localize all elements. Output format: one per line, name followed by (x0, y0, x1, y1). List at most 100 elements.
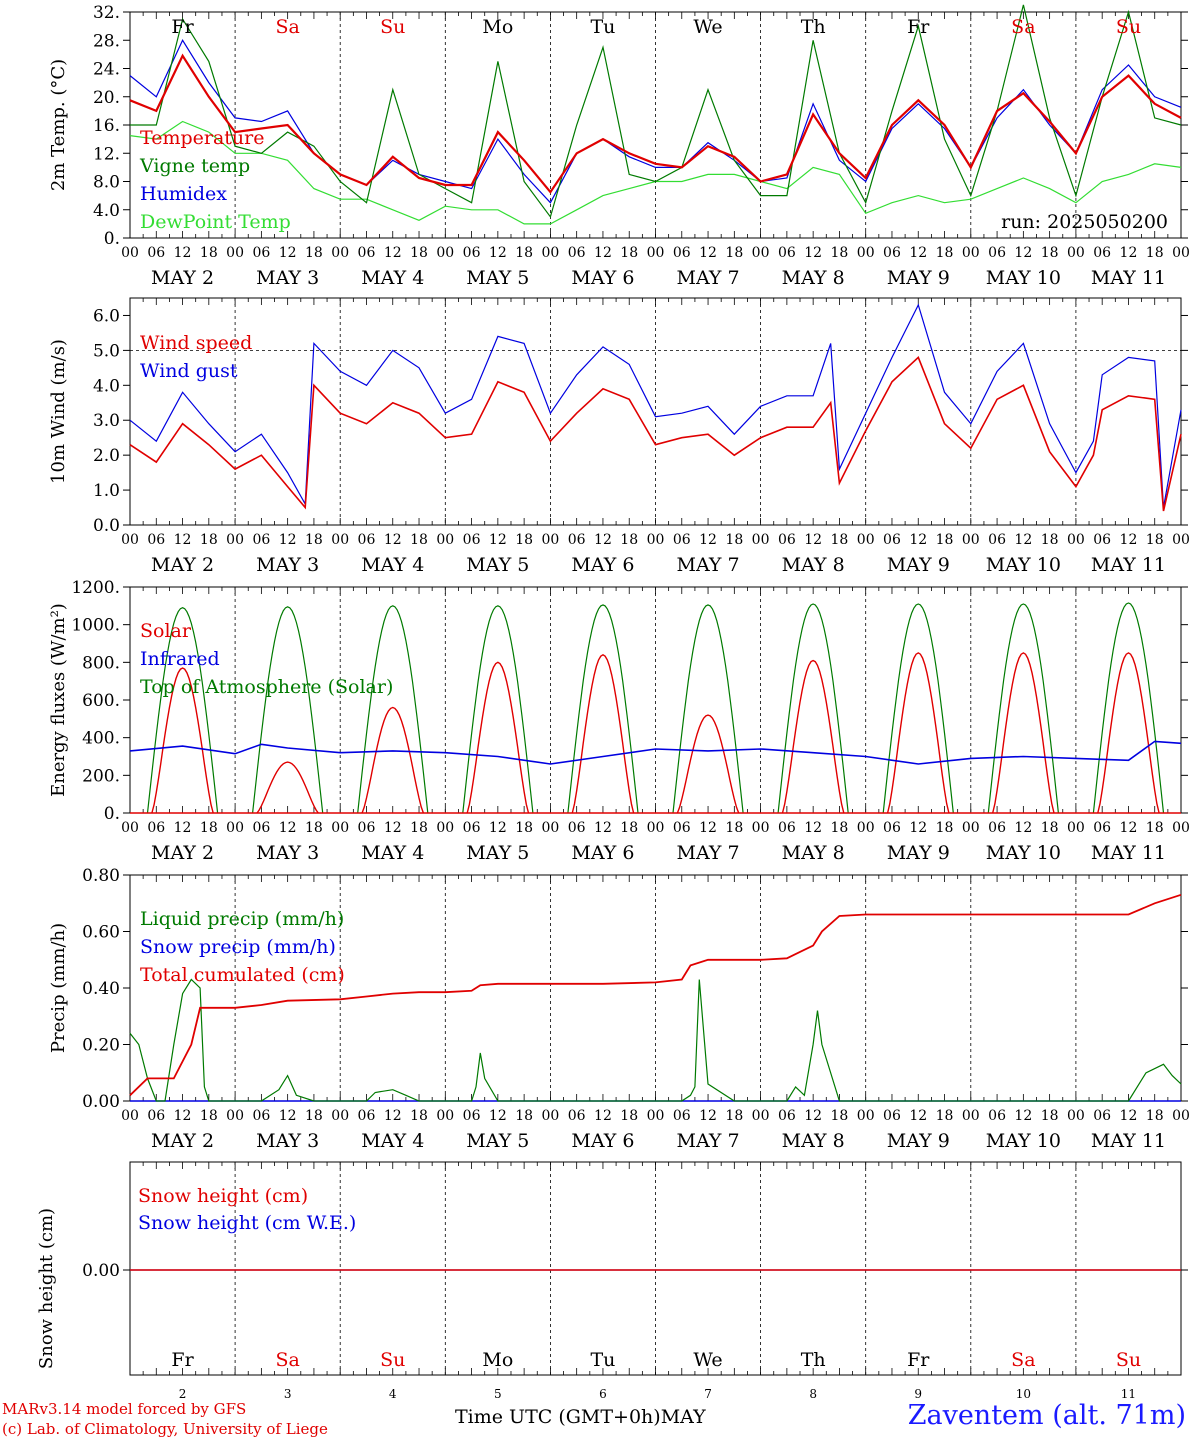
hour-tick-label: 18 (410, 532, 428, 548)
date-label: MAY 3 (256, 842, 319, 864)
day-number-label: 8 (809, 1387, 817, 1401)
date-label: MAY 7 (677, 1130, 740, 1152)
date-label: MAY 3 (256, 1130, 319, 1152)
hour-tick-label: 12 (174, 245, 192, 261)
toa-solar-curve (1092, 602, 1165, 814)
hour-tick-label: 06 (883, 820, 901, 836)
date-label: MAY 8 (782, 842, 845, 864)
wind-gust-line (129, 303, 1182, 508)
hour-tick-label: 18 (620, 1108, 638, 1124)
legend-entry: Solar (140, 620, 192, 642)
hour-tick-label: 12 (279, 1108, 297, 1124)
day-number-label: 7 (704, 1387, 712, 1401)
infrared-line (129, 740, 1182, 765)
date-label: MAY 11 (1091, 267, 1166, 289)
date-label: MAY 9 (887, 554, 950, 576)
weekday-label: Su (1116, 1349, 1141, 1371)
weekday-label: Su (380, 1349, 405, 1371)
y-tick-label: 600. (82, 691, 120, 711)
hour-tick-label: 18 (620, 820, 638, 836)
hour-tick-label: 00 (752, 245, 770, 261)
y-tick-label: 0.80 (82, 866, 120, 886)
y-tick-label: 1200. (71, 578, 120, 598)
hour-tick-label: 06 (673, 820, 691, 836)
hour-tick-label: 18 (725, 820, 743, 836)
hour-tick-label: 06 (988, 820, 1006, 836)
legend-entry: Temperature (140, 127, 264, 149)
y-tick-label: 1.0 (93, 481, 120, 501)
date-label: MAY 6 (571, 1130, 634, 1152)
legend-entry: Snow height (cm) (138, 1185, 308, 1207)
hour-tick-label: 12 (279, 820, 297, 836)
date-label: MAY 11 (1091, 842, 1166, 864)
hour-tick-label: 00 (647, 245, 665, 261)
y-tick-label: 1000. (71, 616, 120, 636)
weekday-label: Sa (1011, 16, 1035, 38)
hour-tick-label: 00 (752, 532, 770, 548)
temp-series-line (130, 4, 1182, 219)
hour-tick-label: 06 (252, 245, 270, 261)
hour-tick-label: 18 (305, 820, 323, 836)
hour-tick-label: 12 (699, 820, 717, 836)
hour-tick-label: 12 (804, 245, 822, 261)
toa-solar-curve (146, 607, 219, 814)
hour-tick-label: 12 (489, 532, 507, 548)
hour-tick-label: 06 (252, 820, 270, 836)
toa-solar-curve (672, 604, 744, 814)
weekday-label: Sa (1011, 1349, 1035, 1371)
weekday-label: Fr (907, 16, 930, 38)
weekday-label: Su (1116, 16, 1141, 38)
hour-tick-label: 06 (988, 245, 1006, 261)
hour-tick-label: 06 (147, 1108, 165, 1124)
weekday-label: We (693, 1349, 722, 1371)
hour-tick-label: 18 (515, 245, 533, 261)
y-axis-label: Precip (mm/h) (48, 923, 69, 1053)
legend-entry: Liquid precip (mm/h) (140, 908, 344, 930)
legend-entry: Top of Atmosphere (Solar) (140, 676, 393, 698)
day-number-label: 11 (1121, 1387, 1136, 1401)
hour-tick-label: 12 (384, 532, 402, 548)
hour-tick-label: 12 (174, 532, 192, 548)
hour-tick-label: 00 (541, 532, 559, 548)
hour-tick-label: 12 (594, 1108, 612, 1124)
y-tick-label: 32. (93, 3, 120, 23)
hour-tick-label: 00 (1067, 820, 1085, 836)
date-label: MAY 6 (571, 267, 634, 289)
hour-tick-label: 12 (594, 820, 612, 836)
hour-tick-label: 18 (515, 532, 533, 548)
solar-curve (361, 706, 425, 814)
cumulated-precip-line (129, 893, 1182, 1096)
hour-tick-label: 06 (778, 245, 796, 261)
hour-tick-label: 18 (725, 532, 743, 548)
day-number-label: 10 (1016, 1387, 1031, 1401)
hour-tick-label: 12 (699, 245, 717, 261)
weekday-label: Th (801, 16, 826, 38)
hour-tick-label: 06 (463, 532, 481, 548)
hour-tick-label: 18 (1146, 1108, 1164, 1124)
hour-tick-label: 18 (305, 532, 323, 548)
weekday-label: Su (380, 16, 405, 38)
hour-tick-label: 00 (121, 245, 139, 261)
hour-tick-label: 12 (1120, 245, 1138, 261)
weekday-label: Mo (482, 16, 513, 38)
date-label: MAY 2 (151, 842, 214, 864)
hour-tick-label: 12 (804, 820, 822, 836)
y-tick-label: 0.00 (82, 1261, 120, 1281)
hour-tick-label: 06 (988, 532, 1006, 548)
hour-tick-label: 06 (1093, 245, 1111, 261)
date-label: MAY 4 (361, 554, 424, 576)
hour-tick-label: 06 (147, 245, 165, 261)
hour-tick-label: 18 (1041, 1108, 1059, 1124)
hour-tick-label: 06 (358, 820, 376, 836)
hour-tick-label: 18 (936, 1108, 954, 1124)
solar-curve (886, 652, 950, 814)
hour-tick-label: 00 (962, 245, 980, 261)
y-tick-label: 0.40 (82, 979, 120, 999)
station-label: Zaventem (alt. 71m) (907, 1400, 1186, 1431)
hour-tick-label: 18 (200, 532, 218, 548)
date-label: MAY 9 (887, 1130, 950, 1152)
day-number-label: 2 (179, 1387, 187, 1401)
weekday-label: Fr (171, 16, 194, 38)
y-axis-label: 2m Temp. (°C) (48, 59, 69, 191)
hour-tick-label: 00 (1172, 1108, 1190, 1124)
